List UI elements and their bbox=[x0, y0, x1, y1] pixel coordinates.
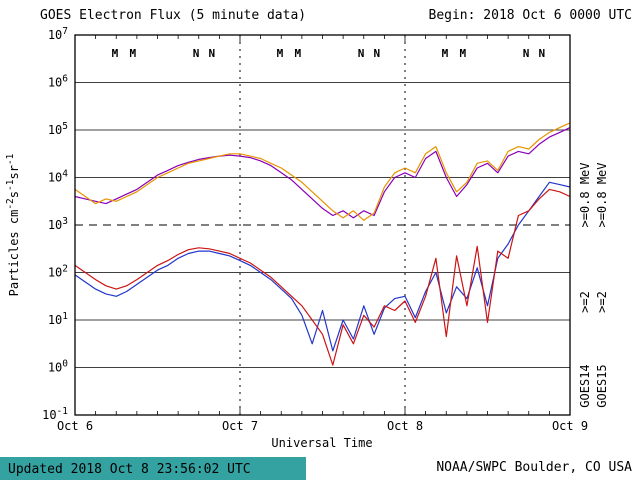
y-tick-label: 101 bbox=[48, 311, 68, 327]
y-tick-label: 107 bbox=[48, 26, 68, 42]
begin-timestamp: Begin: 2018 Oct 6 0000 UTC bbox=[429, 8, 633, 23]
satellite-midnight-marker: M bbox=[129, 47, 136, 60]
y-tick-label: 102 bbox=[48, 264, 68, 280]
satellite-midnight-marker: M bbox=[459, 47, 466, 60]
y-tick-label: 105 bbox=[48, 121, 68, 137]
legend-e08-goes15: >=0.8 MeV bbox=[595, 162, 609, 227]
x-tick-label: Oct 9 bbox=[552, 419, 588, 433]
legend-e2-goes14: >=2 bbox=[578, 291, 592, 313]
updated-timestamp: Updated 2018 Oct 8 23:56:02 UTC bbox=[8, 462, 251, 477]
series-goes14-e08 bbox=[74, 127, 571, 219]
y-tick-label: 104 bbox=[48, 169, 68, 185]
x-tick-label: Oct 7 bbox=[222, 419, 258, 433]
footer-bar bbox=[0, 457, 306, 480]
legend-name-goes15: GOES15 bbox=[595, 364, 609, 407]
y-tick-label: 10-1 bbox=[42, 406, 68, 422]
y-tick-label: 100 bbox=[48, 359, 68, 375]
credit-text: NOAA/SWPC Boulder, CO USA bbox=[436, 460, 632, 475]
legend-e2-goes15: >=2 bbox=[595, 291, 609, 313]
y-tick-label: 106 bbox=[48, 74, 68, 90]
satellite-midnight-marker: M bbox=[294, 47, 301, 60]
satellite-noon-marker: N bbox=[193, 47, 200, 60]
legend-e08-goes14: >=0.8 MeV bbox=[578, 162, 592, 227]
x-tick-label: Oct 8 bbox=[387, 419, 423, 433]
satellite-noon-marker: N bbox=[538, 47, 545, 60]
x-tick-label: Oct 6 bbox=[57, 419, 93, 433]
plot-border bbox=[74, 34, 571, 416]
series-goes14-e2 bbox=[74, 181, 571, 352]
series-goes15-e2 bbox=[74, 188, 571, 366]
satellite-noon-marker: N bbox=[373, 47, 380, 60]
y-axis-title: Particles cm-2s-1sr-1 bbox=[5, 153, 21, 296]
series-goes15-e08 bbox=[74, 122, 571, 221]
satellite-noon-marker: N bbox=[523, 47, 530, 60]
y-tick-label: 103 bbox=[48, 216, 68, 232]
satellite-midnight-marker: M bbox=[112, 47, 119, 60]
y-axis-title-text: Particles cm-2s-1sr-1 bbox=[5, 153, 21, 296]
chart-title: GOES Electron Flux (5 minute data) bbox=[40, 8, 306, 23]
satellite-noon-marker: N bbox=[358, 47, 365, 60]
satellite-midnight-marker: M bbox=[277, 47, 284, 60]
x-axis-title: Universal Time bbox=[271, 436, 372, 450]
satellite-noon-marker: N bbox=[208, 47, 215, 60]
legend-name-goes14: GOES14 bbox=[578, 364, 592, 407]
legend: >=0.8 MeV >=2 GOES14 >=0.8 MeV >=2 GOES15 bbox=[578, 162, 609, 407]
satellite-midnight-marker: M bbox=[442, 47, 449, 60]
